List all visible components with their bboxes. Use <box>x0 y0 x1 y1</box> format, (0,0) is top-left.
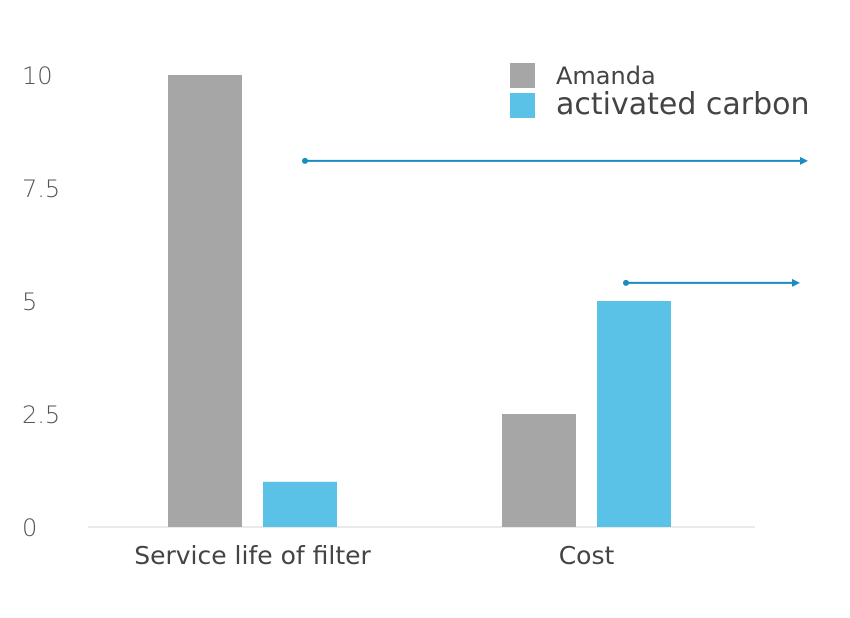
x-category-label: Cost <box>559 541 615 570</box>
bar-amanda <box>168 75 242 527</box>
arrow-start-dot <box>302 157 308 164</box>
bar-amanda <box>502 414 576 527</box>
x-category-label: Service life of filter <box>134 541 371 570</box>
legend-label: Amanda <box>556 62 656 90</box>
y-tick-label: 7.5 <box>22 175 60 203</box>
arrow-start-dot <box>623 279 629 286</box>
arrow-head <box>792 278 800 287</box>
bar-activated-carbon <box>597 301 671 527</box>
legend-swatch <box>510 63 535 88</box>
legend-swatch <box>510 93 535 118</box>
bar-activated-carbon <box>263 481 337 527</box>
y-tick-label: 2.5 <box>22 401 60 429</box>
legend-label: activated carbon <box>556 87 810 122</box>
y-tick-label: 0 <box>22 514 37 542</box>
arrow-head <box>800 156 808 165</box>
y-tick-label: 10 <box>22 62 53 90</box>
y-tick-label: 5 <box>22 288 37 316</box>
